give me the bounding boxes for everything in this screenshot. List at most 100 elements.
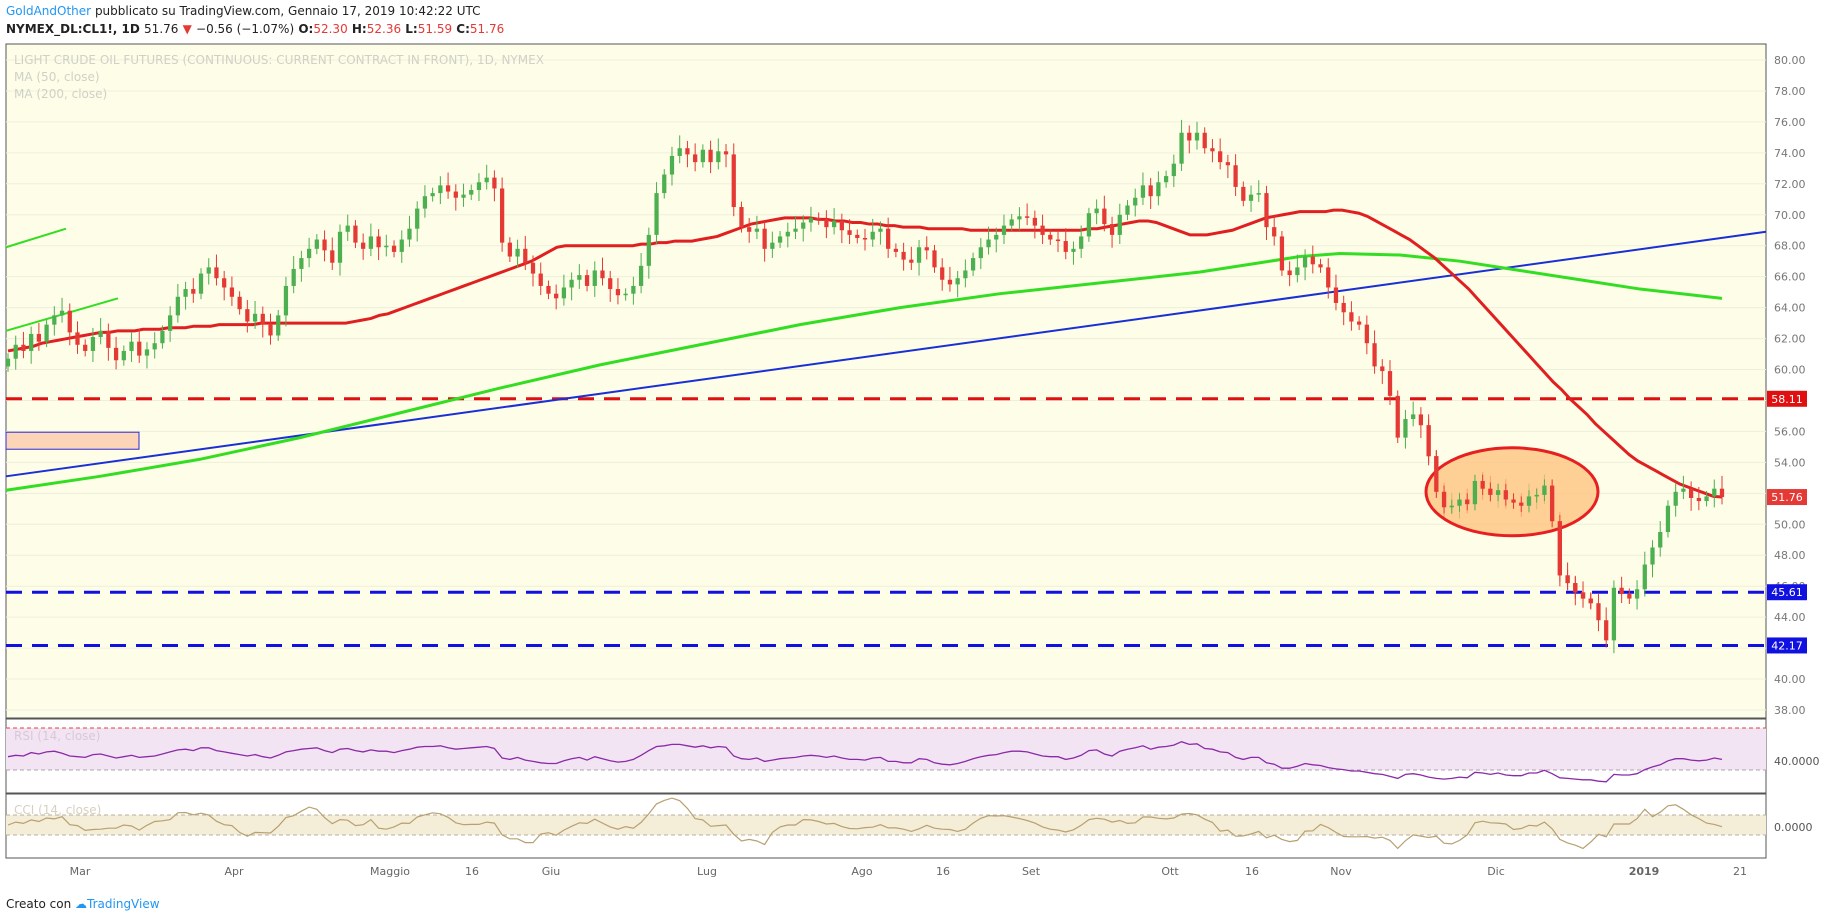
candle [1040,214,1045,245]
candle [731,143,736,217]
candle [1395,390,1400,444]
candle [654,182,659,245]
candle [994,227,999,253]
candle [1704,491,1709,507]
rsi-band [6,728,1766,770]
cci-line [7,797,1723,850]
candle [361,233,366,260]
rsi-line [7,741,1723,783]
last-price: 51.76 [144,22,179,36]
candle [1434,450,1439,498]
created-with-text: Creato con [6,897,72,911]
candle [1673,482,1678,517]
last-price-tag [1767,489,1807,506]
candle [1364,315,1369,355]
candle [584,269,590,292]
candle [245,300,250,333]
candle [337,224,343,276]
support-2-tag-text: 42.17 [1771,639,1803,652]
candle [1171,154,1176,188]
low-value: 51.59 [417,22,453,36]
candle [306,237,312,268]
candle [1426,419,1431,463]
candle [1411,401,1416,427]
tradingview-link[interactable]: TradingView [87,897,160,911]
candle [1094,199,1099,225]
y-tick-label: 80.00 [1774,54,1806,67]
candle [1109,216,1115,248]
main-pane[interactable] [5,43,1767,719]
candle [940,258,945,291]
candle [986,226,991,255]
candle [1086,207,1092,242]
candle [530,255,536,287]
candle [1557,515,1562,582]
candle [106,323,111,361]
candle [484,164,489,190]
candle [978,238,983,270]
x-tick-label: Nov [1330,865,1352,878]
high-value: 52.36 [366,22,402,36]
y-tick-label: 68.00 [1774,240,1806,253]
candle [677,135,682,164]
candle [615,278,621,305]
candle [13,335,18,370]
cci-label: CCI (14, close) [14,803,101,817]
candle [801,215,806,242]
candle [1634,580,1640,610]
candle [1658,521,1663,557]
candle [577,264,582,289]
candle [1611,580,1617,654]
candle [430,187,435,202]
y-tick-label: 62.00 [1774,333,1806,346]
candle [152,332,157,359]
candle [1272,216,1277,246]
candle [1202,127,1207,154]
candle [252,300,258,329]
candle [685,140,690,168]
candle [1017,207,1022,231]
candle [839,213,844,244]
candle [646,227,651,279]
high-label: H: [351,22,367,36]
x-tick-label: Apr [224,865,244,878]
candle [762,221,767,262]
candle [407,215,412,247]
candle [160,325,165,349]
footer: Creato con ☁TradingView [6,897,160,911]
candle [1719,475,1725,505]
candle [909,246,914,271]
ohlc-bar: NYMEX_DL:CL1!, 1D 51.76 ▼ −0.56 (−1.07%)… [6,22,504,36]
candle [461,183,466,207]
candle [1264,185,1269,240]
symbol-label: NYMEX_DL:CL1!, 1D [6,22,140,36]
close-value: 51.76 [469,22,505,36]
candle [1519,496,1524,512]
candle [1380,359,1385,384]
candle [1441,485,1447,514]
publish-text: pubblicato su TradingView.com, Gennaio 1… [94,4,481,18]
candle [1681,475,1686,500]
candle [1465,493,1470,511]
candle [1573,576,1578,599]
candle [700,144,705,168]
resistance-tag-text: 58.11 [1771,393,1803,406]
author-link[interactable]: GoldAndOther [6,4,92,18]
candle [1503,484,1508,506]
y-tick-label: 66.00 [1774,271,1806,284]
candle [1550,479,1555,528]
open-label: O: [298,22,314,36]
consolidation-ellipse [1424,446,1600,538]
candle [168,306,173,342]
candle [955,270,960,298]
candle [870,218,875,247]
candle [1025,203,1030,226]
candle [523,235,528,271]
candle [98,317,103,345]
support-1-tag [1767,584,1807,601]
candle [268,313,273,345]
candle [1102,195,1107,232]
x-tick-label: 21 [1733,865,1747,878]
candle [291,256,296,294]
